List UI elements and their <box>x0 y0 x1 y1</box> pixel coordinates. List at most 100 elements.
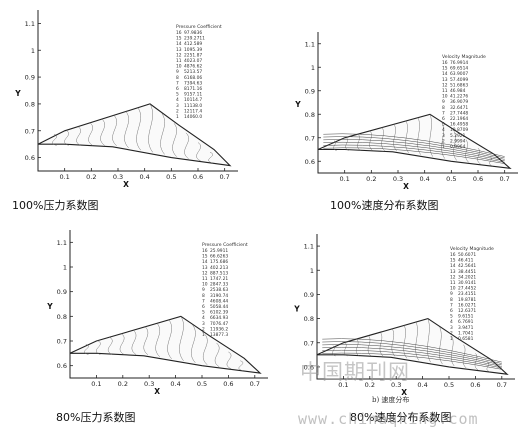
legend-value: 1.7041 <box>458 330 474 336</box>
y-tick-label: 1.1 <box>304 243 314 251</box>
legend-level: 12 <box>442 82 448 88</box>
legend-value: 46.411 <box>458 258 474 264</box>
legend-value: 13877.3 <box>210 332 228 338</box>
x-axis-label: X <box>123 180 129 189</box>
y-tick-label: 1.1 <box>25 20 35 28</box>
legend-level: 2 <box>442 138 445 144</box>
legend-level: 13 <box>202 265 208 271</box>
x-tick-label: 0.3 <box>391 381 401 389</box>
x-tick-label: 0.4 <box>139 173 149 181</box>
contour-chart: 0.6 0.7 0.8 0.9 1 1.1 0.1 0.2 0.3 0.4 0.5 0.6 0.7 X Y P… <box>14 10 238 189</box>
legend-value: 30.9141 <box>458 280 476 286</box>
y-tick-label: 0.6 <box>304 363 314 371</box>
x-tick-label: 0.6 <box>223 380 233 388</box>
chart-panel-pressure-100: 0.6 0.7 0.8 0.9 1 1.1 0.1 0.2 0.3 0.4 0.5 0.6 0.7 X Y P… <box>0 8 246 193</box>
y-tick-label: 0.7 <box>304 339 314 347</box>
legend-level: 11 <box>450 280 456 286</box>
legend-value: 6168.06 <box>184 75 202 81</box>
legend-value: 2538.63 <box>210 287 228 293</box>
legend-value: 27.7448 <box>450 110 468 116</box>
legend-value: 57.4099 <box>450 77 468 83</box>
contour-line <box>172 123 177 157</box>
contour-line <box>52 133 57 146</box>
contour-line <box>191 325 196 363</box>
contour-line <box>323 147 505 164</box>
x-tick-label: 0.7 <box>219 173 229 181</box>
contour-line <box>332 345 336 357</box>
legend-value: 887.513 <box>210 270 228 276</box>
legend-value: 10.8709 <box>450 127 468 133</box>
contour-line <box>333 140 337 151</box>
contour-line <box>96 340 101 355</box>
y-tick-label: 0.7 <box>25 127 35 135</box>
legend-level: 3 <box>442 133 445 139</box>
watermark-url: www.chinaqking.com <box>298 410 479 428</box>
legend-value: 6634.93 <box>210 315 228 321</box>
contour-line <box>323 144 505 163</box>
y-axis-label: Y <box>46 302 53 311</box>
x-tick-label: 0.3 <box>393 175 403 183</box>
chart-panel-pressure-80: 0.6 0.7 0.8 0.9 1 1.1 0.1 0.2 0.3 0.4 0.5 0.6 0.7 X Y P… <box>40 228 276 400</box>
contour-line <box>322 347 502 367</box>
legend-level: 12 <box>176 52 182 58</box>
legend-level: 9 <box>202 287 205 293</box>
contour-line <box>323 139 505 160</box>
legend-value: 2.9994 <box>450 138 466 144</box>
legend-value: 69.6514 <box>450 66 468 72</box>
legend-level: 8 <box>202 293 205 299</box>
legend-value: 2251.87 <box>184 52 202 58</box>
legend-level: 3 <box>450 325 453 331</box>
legend-level: 14 <box>450 263 456 269</box>
y-tick-label: 1.1 <box>305 40 315 48</box>
contour-line <box>88 122 93 146</box>
legend-value: 14060.0 <box>184 114 202 120</box>
legend-level: 8 <box>176 75 179 81</box>
legend-level: 7 <box>442 110 445 116</box>
legend-level: 16 <box>176 30 182 36</box>
legend-level: 7 <box>176 80 179 86</box>
legend-level: 5 <box>202 310 205 316</box>
contour-line <box>322 349 502 369</box>
legend-level: 4 <box>450 319 453 325</box>
legend-level: 13 <box>450 269 456 275</box>
blade-outline <box>37 103 232 167</box>
contour-line <box>100 118 105 146</box>
legend-level: 15 <box>176 36 182 42</box>
caption-pressure-100: 100%压力系数图 <box>12 199 99 212</box>
contour-lines <box>323 114 505 167</box>
legend-level: 11 <box>176 58 182 64</box>
contour-line <box>322 341 502 364</box>
x-tick-label: 0.2 <box>118 380 128 388</box>
x-tick-label: 0.2 <box>86 173 96 181</box>
legend-level: 1 <box>442 144 445 150</box>
contour-line <box>322 344 502 366</box>
caption-velocity-100: 100%速度分布系数图 <box>330 199 439 212</box>
contour-line <box>184 132 189 159</box>
legend-level: 4 <box>202 315 205 321</box>
legend-level: 1 <box>176 114 179 120</box>
x-tick-label: 0.6 <box>470 381 480 389</box>
legend-value: 76.9914 <box>450 60 468 66</box>
contour-line <box>119 333 125 355</box>
contour-line <box>143 326 149 355</box>
legend-value: 4876.62 <box>184 64 202 70</box>
contour-line <box>439 327 443 365</box>
legend-value: 63.9007 <box>450 71 468 77</box>
contour-line <box>393 124 397 152</box>
y-axis-label: Y <box>14 89 21 98</box>
legend-level: 4 <box>176 97 179 103</box>
legend-value: 402.213 <box>210 265 228 271</box>
subcaption-velocity-80: b) 速度分布 <box>372 396 410 404</box>
legend-value: 11138.0 <box>184 103 202 109</box>
legend-title: Pressure Coefficient <box>176 24 222 30</box>
contour-line <box>344 342 348 357</box>
legend-value: 34.2021 <box>458 274 476 280</box>
legend-value: 12117.4 <box>184 108 202 114</box>
x-tick-label: 0.4 <box>417 381 427 389</box>
legend-level: 14 <box>442 71 448 77</box>
y-tick-label: 0.8 <box>57 313 67 321</box>
contour-line <box>208 152 213 164</box>
x-tick-label: 0.1 <box>338 381 348 389</box>
legend-value: 66.6263 <box>210 254 228 260</box>
contour-line <box>474 353 479 371</box>
